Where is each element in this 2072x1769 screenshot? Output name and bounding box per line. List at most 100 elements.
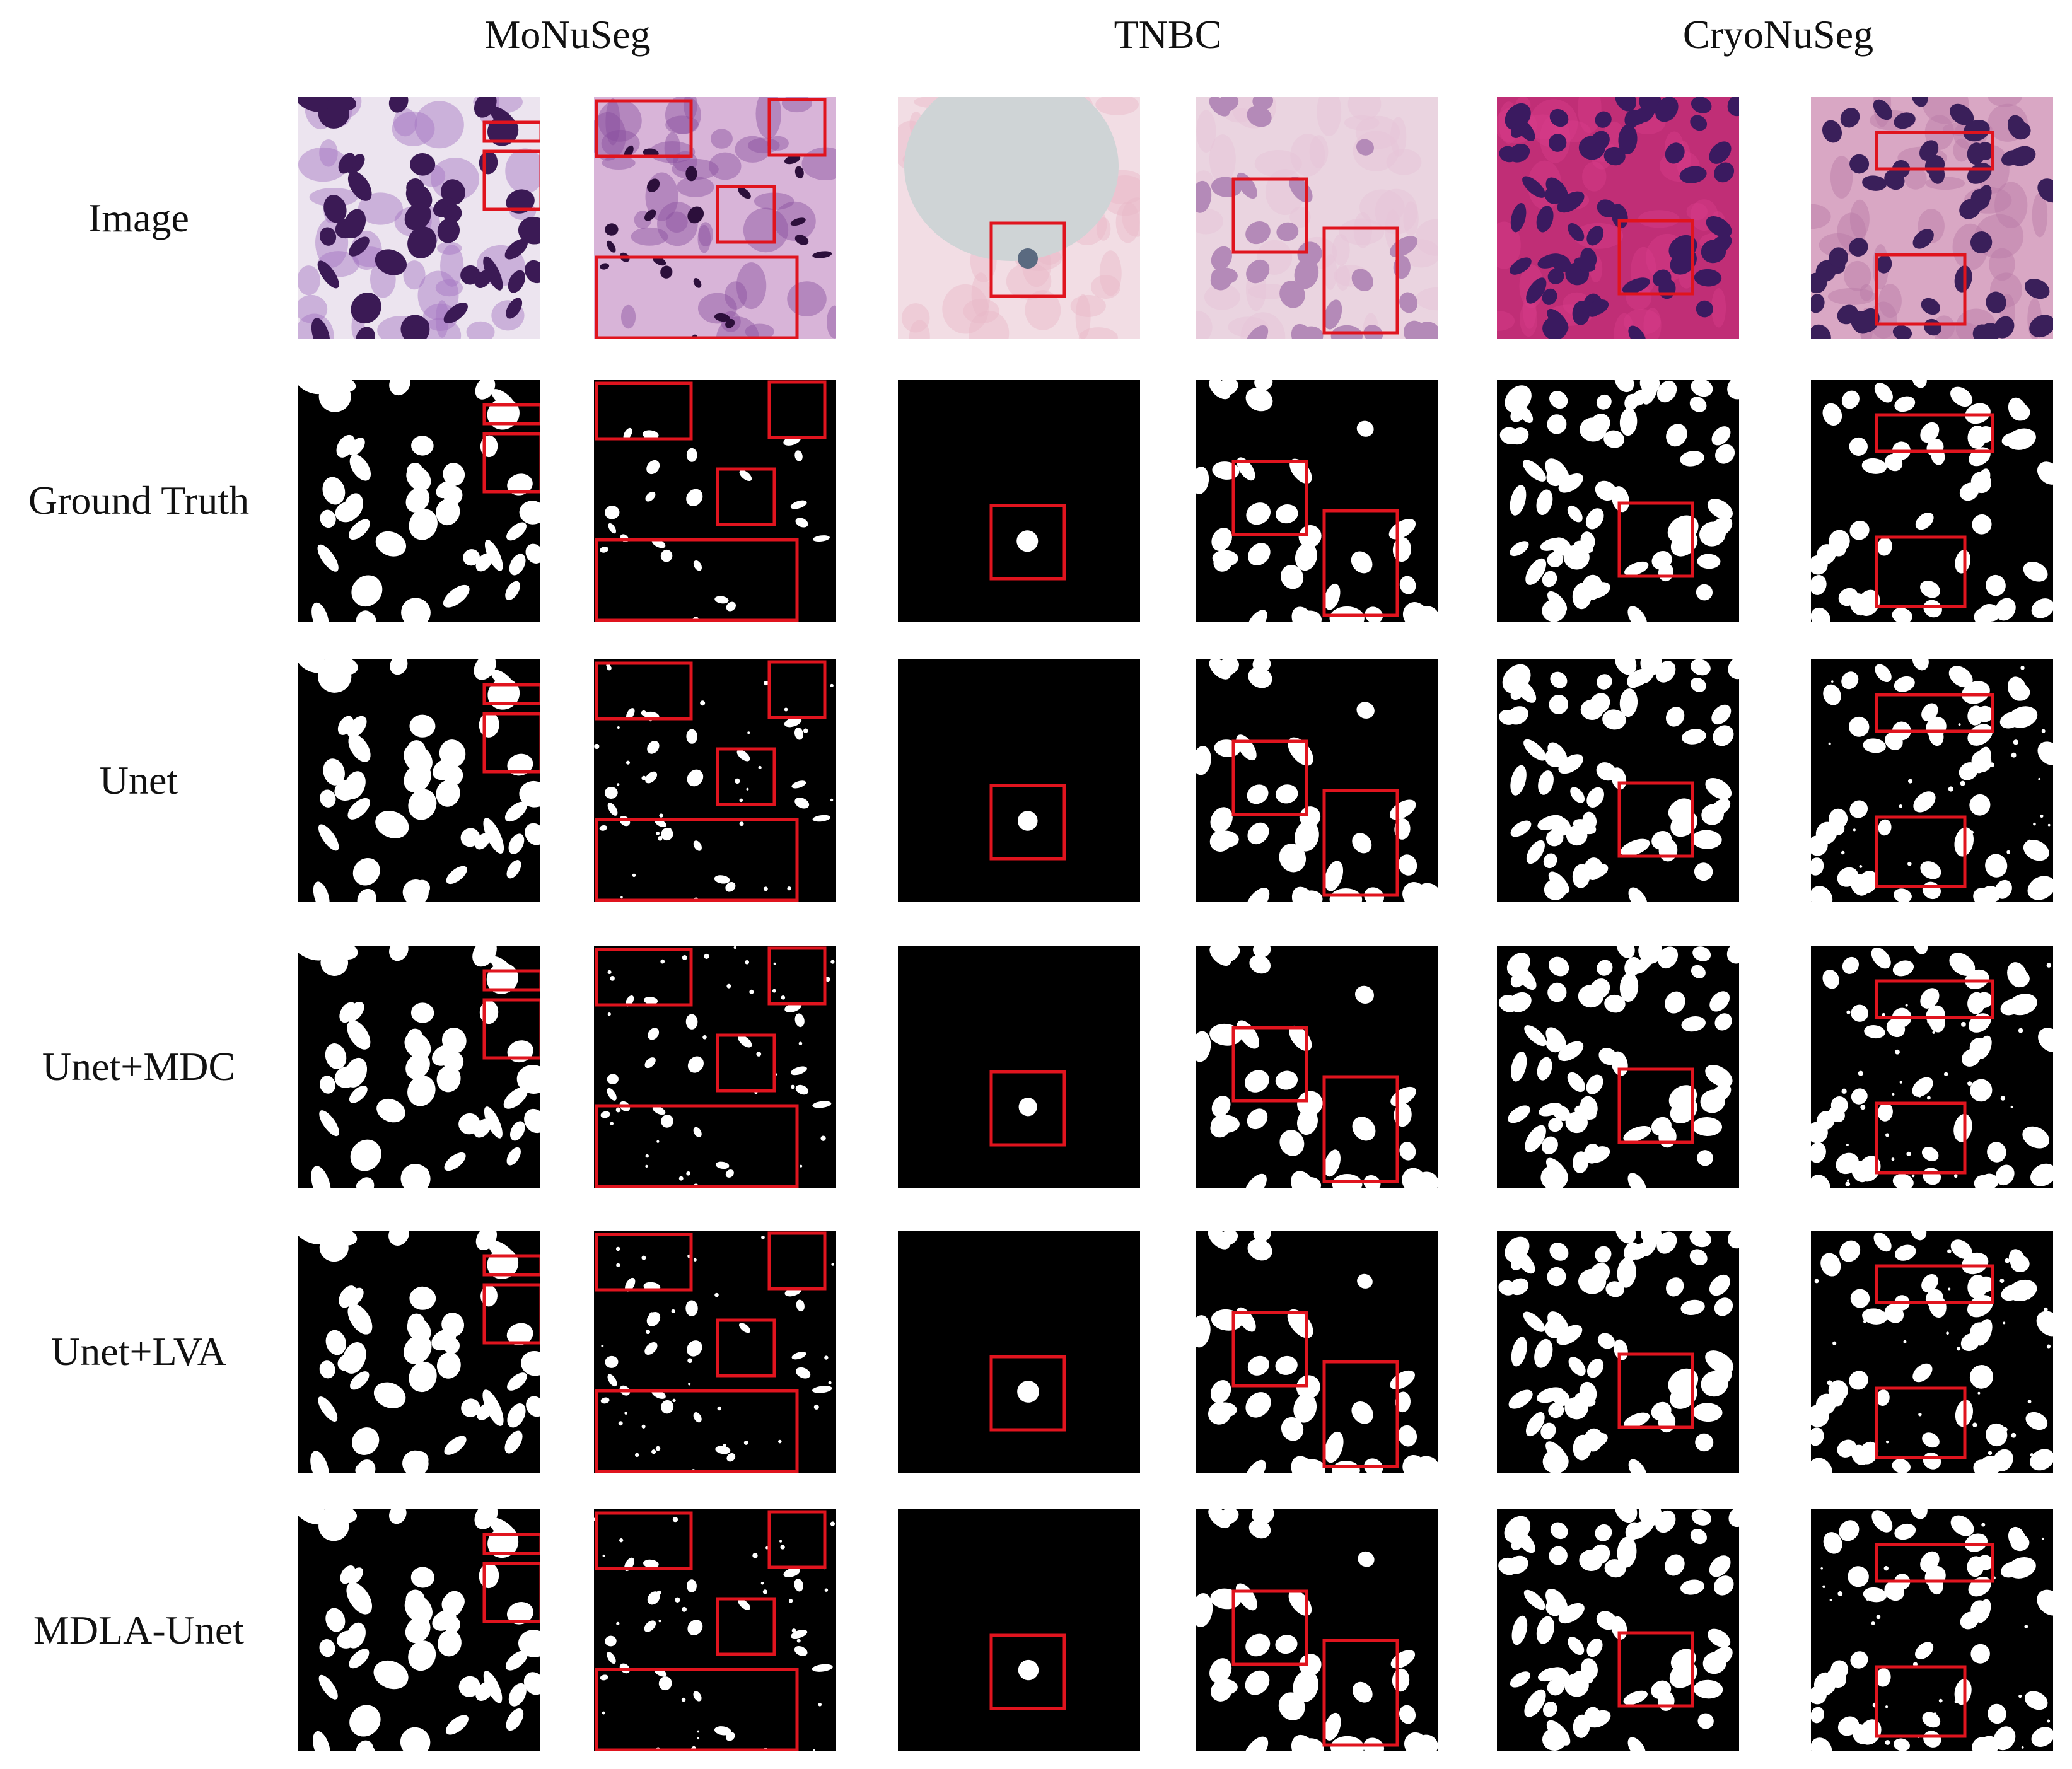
highlight-box xyxy=(1322,509,1399,617)
panel-graphic xyxy=(298,659,540,902)
panel-background xyxy=(1811,380,2053,622)
panel-image-monuseg-b xyxy=(594,97,836,339)
highlight-box xyxy=(1231,1026,1308,1103)
panel-mdla-unet-tnbc-b xyxy=(1196,1509,1438,1751)
row-label-image: Image xyxy=(88,195,189,240)
highlight-box xyxy=(1322,1360,1399,1468)
panel-gt-cryonuseg-a xyxy=(1497,380,1739,622)
highlight-box xyxy=(767,946,827,1006)
highlight-box xyxy=(482,149,540,211)
highlight-box xyxy=(1617,219,1694,296)
panel-image-cryonuseg-b xyxy=(1811,97,2053,339)
panel-gt-tnbc-a xyxy=(898,380,1140,622)
panel-graphic xyxy=(898,380,1140,622)
panel-mdla-unet-monuseg-a xyxy=(298,1509,540,1751)
highlight-box xyxy=(1617,1352,1694,1429)
row-label-unet-lva: Unet+LVA xyxy=(51,1329,226,1374)
panel-mdla-unet-tnbc-a xyxy=(898,1509,1140,1751)
row-label-mdla-unet: MDLA-Unet xyxy=(33,1608,245,1652)
highlight-box xyxy=(482,998,540,1060)
panel-unet-lva-cryonuseg-b xyxy=(1811,1231,2053,1473)
highlight-box xyxy=(767,98,827,157)
panel-unet-mdc-tnbc-a xyxy=(898,946,1140,1188)
highlight-box xyxy=(595,948,693,1007)
panel-graphic xyxy=(594,946,836,1188)
panel-graphic xyxy=(898,1509,1140,1751)
highlight-box xyxy=(1617,1067,1694,1144)
panel-unet-lva-tnbc-b xyxy=(1196,1231,1438,1473)
highlight-box xyxy=(1875,1386,1967,1459)
highlight-box xyxy=(1875,979,1994,1019)
panel-gt-monuseg-a xyxy=(298,380,540,622)
highlight-box xyxy=(482,1283,540,1345)
highlight-box xyxy=(767,1510,827,1569)
panel-graphic xyxy=(1811,659,2053,902)
panel-graphic xyxy=(1497,97,1739,339)
panel-graphic xyxy=(1497,380,1739,622)
panel-graphic xyxy=(1497,1231,1739,1473)
panel-gt-cryonuseg-b xyxy=(1811,380,2053,622)
panel-background xyxy=(594,1231,836,1473)
panel-graphic xyxy=(898,659,1140,902)
panel-graphic xyxy=(594,380,836,622)
panel-unet-mdc-monuseg-a xyxy=(298,946,540,1188)
panel-unet-mdc-cryonuseg-b xyxy=(1811,946,2053,1188)
panel-graphic xyxy=(298,946,540,1188)
highlight-box xyxy=(716,1033,776,1093)
highlight-box xyxy=(716,467,776,526)
panel-background xyxy=(898,946,1140,1188)
panel-graphic xyxy=(1196,946,1438,1188)
highlight-box xyxy=(595,818,799,902)
panel-graphic xyxy=(1811,97,2053,339)
panel-image-tnbc-b xyxy=(1196,97,1438,339)
panel-graphic xyxy=(298,1231,540,1473)
highlight-box xyxy=(716,1597,776,1656)
panel-graphic xyxy=(1196,1509,1438,1751)
panel-graphic xyxy=(594,659,836,902)
highlight-box xyxy=(1875,693,1994,733)
highlight-box xyxy=(1875,1665,1967,1738)
highlight-box xyxy=(482,403,540,426)
highlight-box xyxy=(595,1232,693,1292)
panel-unet-cryonuseg-a xyxy=(1497,659,1739,902)
highlight-box xyxy=(1231,1589,1308,1666)
panel-unet-lva-cryonuseg-a xyxy=(1497,1231,1739,1473)
highlight-box xyxy=(1617,781,1694,858)
panel-unet-lva-monuseg-b xyxy=(594,1231,836,1473)
highlight-box xyxy=(1875,1101,1967,1174)
panel-graphic xyxy=(1811,1509,2053,1751)
highlight-box xyxy=(595,99,693,158)
panel-unet-mdc-tnbc-b xyxy=(1196,946,1438,1188)
dataset-header-monuseg: MoNuSeg xyxy=(484,12,651,57)
panel-graphic xyxy=(1196,380,1438,622)
panel-background xyxy=(898,1231,1140,1473)
row-label-unet-mdc: Unet+MDC xyxy=(42,1044,236,1089)
panel-mdla-unet-cryonuseg-a xyxy=(1497,1509,1739,1751)
panel-unet-mdc-monuseg-b xyxy=(594,946,836,1188)
highlight-box xyxy=(1617,1631,1694,1708)
highlight-box xyxy=(595,538,799,622)
highlight-box xyxy=(1231,177,1308,254)
dataset-header-tnbc: TNBC xyxy=(1114,12,1222,57)
panel-unet-mdc-cryonuseg-a xyxy=(1497,946,1739,1188)
highlight-box xyxy=(1231,740,1308,816)
panel-graphic xyxy=(898,97,1140,339)
highlight-box xyxy=(989,504,1066,581)
panel-graphic xyxy=(1811,946,2053,1188)
panel-graphic xyxy=(1497,659,1739,902)
panel-gt-tnbc-b xyxy=(1196,380,1438,622)
highlight-box xyxy=(1322,789,1399,897)
panel-graphic xyxy=(898,1231,1140,1473)
panel-graphic xyxy=(1497,946,1739,1188)
highlight-box xyxy=(482,1254,540,1277)
panel-background xyxy=(1811,659,2053,902)
highlight-box xyxy=(716,747,776,806)
highlight-box xyxy=(482,120,540,143)
highlight-box xyxy=(1875,535,1967,608)
row-label-unet: Unet xyxy=(99,758,178,803)
panel-gt-monuseg-b xyxy=(594,380,836,622)
panel-graphic xyxy=(1811,1231,2053,1473)
highlight-box xyxy=(989,1633,1066,1710)
highlight-box xyxy=(1322,1638,1399,1747)
highlight-box xyxy=(1231,460,1308,536)
